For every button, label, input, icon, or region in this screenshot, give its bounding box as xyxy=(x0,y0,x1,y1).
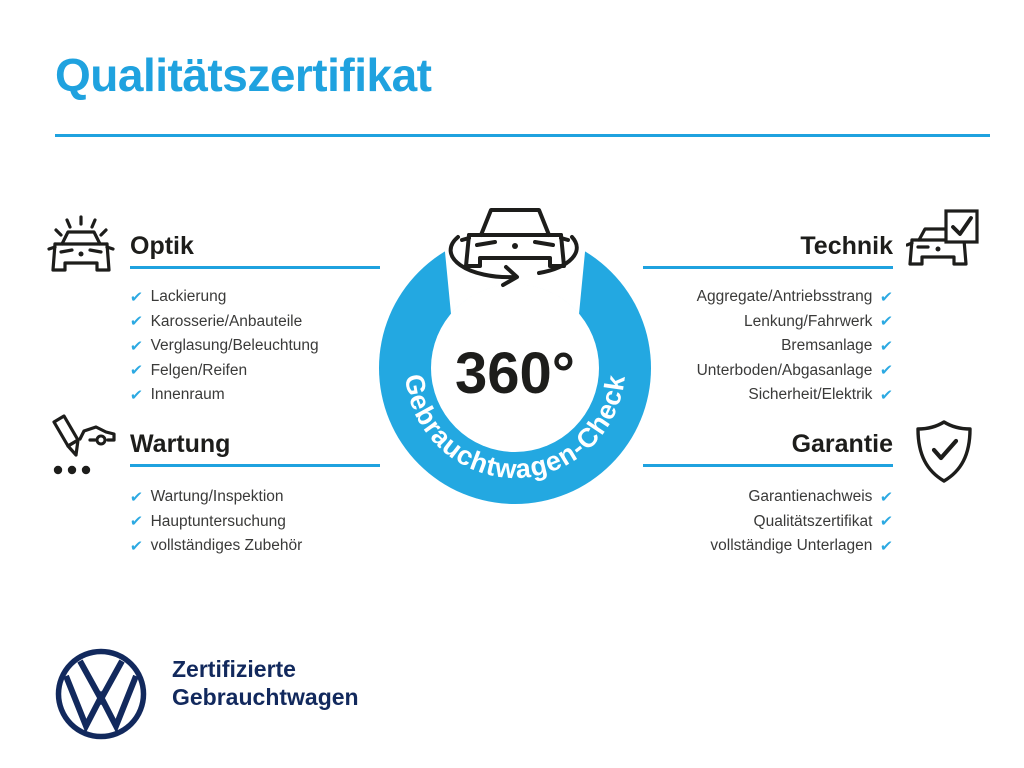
item-label: vollständige Unterlagen xyxy=(710,537,873,555)
shiny-car-icon xyxy=(47,215,115,272)
list-item: Garantienachweis ✔ xyxy=(593,485,894,510)
check-icon: ✔ xyxy=(129,312,144,331)
list-item: Unterboden/Abgasanlage ✔ xyxy=(593,359,894,384)
check-icon: ✔ xyxy=(879,487,894,506)
item-label: Lenkung/Fahrwerk xyxy=(744,312,873,330)
check-icon: ✔ xyxy=(129,287,144,306)
list-item: ✔ Karosserie/Anbauteile xyxy=(129,310,319,335)
list-item: Sicherheit/Elektrik ✔ xyxy=(593,383,894,408)
page-title: Qualitätszertifikat xyxy=(55,49,432,101)
wartung-checklist: ✔ Wartung/Inspektion ✔ Hauptuntersuchung ✔… xyxy=(129,485,303,559)
item-label: Unterboden/Abgasanlage xyxy=(696,361,873,379)
list-item: ✔ Felgen/Reifen xyxy=(129,359,319,384)
check-icon: ✔ xyxy=(129,336,144,355)
list-item: Aggregate/Antriebsstrang ✔ xyxy=(593,285,894,310)
list-item: ✔ Lackierung xyxy=(129,285,319,310)
list-item: ✔ Verglasung/Beleuchtung xyxy=(129,334,319,359)
optik-checklist: ✔ Lackierung ✔ Karosserie/Anbauteile ✔ Verg… xyxy=(129,285,319,408)
check-icon: ✔ xyxy=(129,487,144,506)
list-item: Qualitätszertifikat ✔ xyxy=(593,510,894,535)
section-heading-garantie: Garantie xyxy=(643,430,893,467)
title-divider xyxy=(55,134,990,137)
list-item: Bremsanlage ✔ xyxy=(593,334,894,359)
item-label: Garantienachweis xyxy=(748,488,873,506)
item-label: Lackierung xyxy=(150,288,227,306)
technik-checklist: Aggregate/Antriebsstrang ✔ Lenkung/Fahrwe… xyxy=(593,285,894,408)
list-item: ✔ Hauptuntersuchung xyxy=(129,510,302,535)
check-icon: ✔ xyxy=(879,385,894,404)
vw-logo-icon xyxy=(55,648,147,740)
check-icon: ✔ xyxy=(879,361,894,380)
brand-line-1: Zertifizierte xyxy=(172,656,296,682)
item-label: Qualitätszertifikat xyxy=(753,512,873,530)
section-heading-optik: Optik xyxy=(130,232,380,269)
check-icon: ✔ xyxy=(879,287,894,306)
item-label: vollständiges Zubehör xyxy=(150,537,303,555)
brand-claim: Zertifizierte Gebrauchtwagen xyxy=(172,655,359,711)
item-label: Aggregate/Antriebsstrang xyxy=(696,288,873,306)
check-icon: ✔ xyxy=(879,536,894,555)
item-label: Sicherheit/Elektrik xyxy=(748,386,873,404)
360-check-badge: 360° Gebrauchtwagen-Check xyxy=(379,195,651,504)
service-checklist-icon xyxy=(52,414,116,475)
check-icon: ✔ xyxy=(879,512,894,531)
check-icon: ✔ xyxy=(129,512,144,531)
check-icon: ✔ xyxy=(129,385,144,404)
list-item: ✔ Innenraum xyxy=(129,383,319,408)
list-item: ✔ vollständiges Zubehör xyxy=(129,534,303,559)
check-icon: ✔ xyxy=(129,536,144,555)
item-label: Wartung/Inspektion xyxy=(150,488,284,506)
item-label: Innenraum xyxy=(150,386,225,404)
check-icon: ✔ xyxy=(879,312,894,331)
list-item: ✔ Wartung/Inspektion xyxy=(129,485,302,510)
list-item: Lenkung/Fahrwerk ✔ xyxy=(593,310,894,335)
item-label: Hauptuntersuchung xyxy=(150,512,286,530)
item-label: Verglasung/Beleuchtung xyxy=(150,337,319,355)
item-label: Bremsanlage xyxy=(781,337,873,355)
shield-check-icon xyxy=(916,420,972,483)
car-360-rotation-icon xyxy=(448,208,579,287)
check-icon: ✔ xyxy=(879,336,894,355)
section-heading-wartung: Wartung xyxy=(130,430,380,467)
degree-label: 360° xyxy=(455,341,575,406)
car-checkbox-icon xyxy=(906,209,979,266)
brand-line-2: Gebrauchtwagen xyxy=(172,684,359,710)
list-item: vollständige Unterlagen ✔ xyxy=(593,534,894,559)
item-label: Karosserie/Anbauteile xyxy=(150,312,303,330)
check-icon: ✔ xyxy=(129,361,144,380)
section-heading-technik: Technik xyxy=(643,232,893,269)
item-label: Felgen/Reifen xyxy=(150,361,248,379)
garantie-checklist: Garantienachweis ✔ Qualitätszertifikat ✔ v… xyxy=(593,485,894,559)
